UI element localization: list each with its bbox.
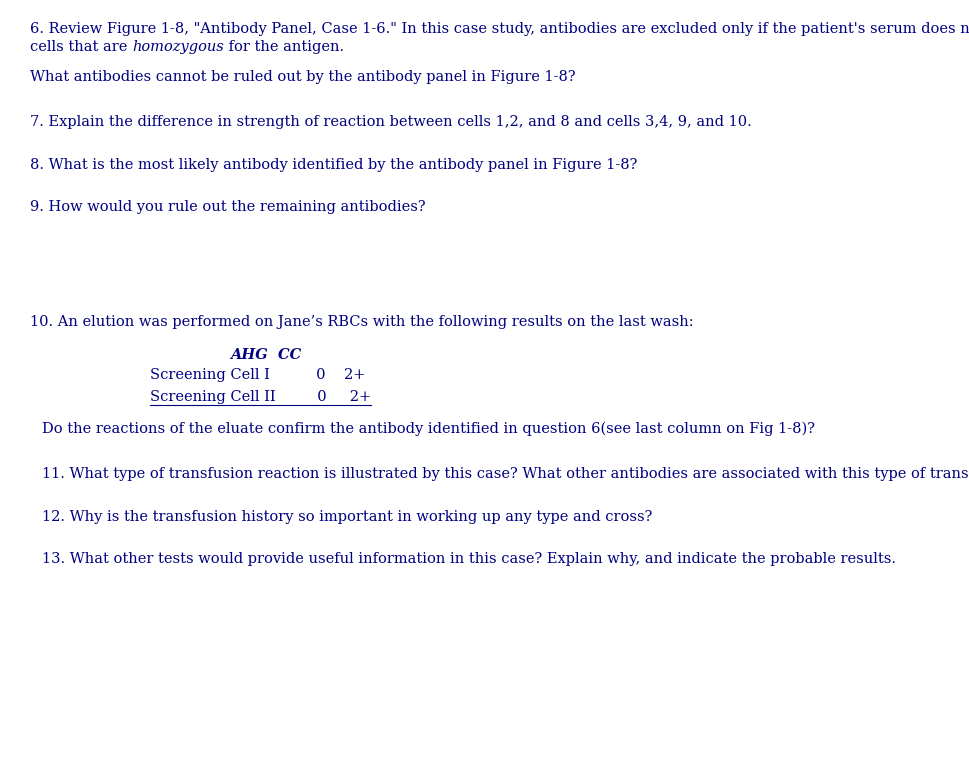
Text: 9. How would you rule out the remaining antibodies?: 9. How would you rule out the remaining …	[30, 200, 425, 214]
Text: 10. An elution was performed on Jane’s RBCs with the following results on the la: 10. An elution was performed on Jane’s R…	[30, 315, 694, 329]
Text: Screening Cell II         0     2+: Screening Cell II 0 2+	[150, 390, 371, 404]
Text: What antibodies cannot be ruled out by the antibody panel in Figure 1-8?: What antibodies cannot be ruled out by t…	[30, 70, 576, 84]
Text: 11. What type of transfusion reaction is illustrated by this case? What other an: 11. What type of transfusion reaction is…	[42, 467, 969, 481]
Text: 6. Review Figure 1-8, "Antibody Panel, Case 1-6." In this case study, antibodies: 6. Review Figure 1-8, "Antibody Panel, C…	[30, 22, 969, 36]
Text: 8. What is the most likely antibody identified by the antibody panel in Figure 1: 8. What is the most likely antibody iden…	[30, 158, 638, 172]
Text: homozygous: homozygous	[132, 40, 224, 54]
Text: Do the reactions of the eluate confirm the antibody identified in question 6(see: Do the reactions of the eluate confirm t…	[42, 422, 815, 436]
Text: 7. Explain the difference in strength of reaction between cells 1,2, and 8 and c: 7. Explain the difference in strength of…	[30, 115, 752, 129]
Text: 12. Why is the transfusion history so important in working up any type and cross: 12. Why is the transfusion history so im…	[42, 510, 652, 524]
Text: AHG  CC: AHG CC	[230, 348, 301, 362]
Text: Screening Cell I          0    2+: Screening Cell I 0 2+	[150, 368, 365, 382]
Text: 13. What other tests would provide useful information in this case? Explain why,: 13. What other tests would provide usefu…	[42, 552, 896, 566]
Text: cells that are: cells that are	[30, 40, 132, 54]
Text: for the antigen.: for the antigen.	[224, 40, 344, 54]
